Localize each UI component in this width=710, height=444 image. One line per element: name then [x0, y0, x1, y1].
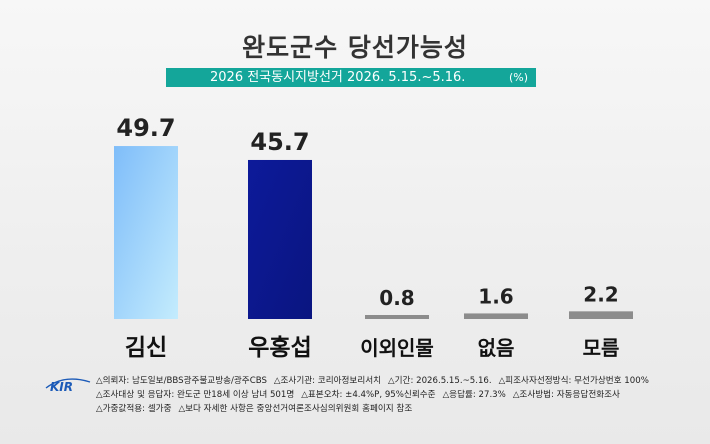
- bar-chart: 49.7 김신 45.7 우홍섭 0.8 이외인물 1.6 없음 2.2 모름: [114, 114, 633, 361]
- note-item: △보다 자세한 사항은 중앙선거여론조사심의위원회 홈페이지 참조: [178, 404, 413, 414]
- bar-이외인물: [365, 315, 429, 319]
- note-item: △의뢰자: 남도일보/BBS광주불교방송/광주CBS: [96, 376, 267, 386]
- note-item: △기간: 2026.5.15.~5.16.: [388, 376, 492, 386]
- category-label: 없음: [478, 336, 515, 360]
- survey-notes: △의뢰자: 남도일보/BBS광주불교방송/광주CBS △조사기관: 코리아정보리서…: [96, 374, 696, 416]
- value-label: 1.6: [478, 284, 513, 308]
- category-label: 모름: [583, 336, 620, 360]
- bar-없음: [464, 313, 528, 319]
- chart-title: 완도군수 당선가능성: [242, 33, 468, 62]
- kir-logo-icon: KIR: [45, 378, 91, 394]
- bars-group: 49.7 김신 45.7 우홍섭 0.8 이외인물 1.6 없음 2.2 모름: [114, 114, 633, 361]
- category-label: 우홍섭: [248, 335, 311, 361]
- unit-label: (%): [508, 71, 528, 84]
- bar-모름: [569, 311, 633, 319]
- footer: KIR △의뢰자: 남도일보/BBS광주불교방송/광주CBS △조사기관: 코리아…: [0, 364, 710, 444]
- note-line: △의뢰자: 남도일보/BBS광주불교방송/광주CBS △조사기관: 코리아정보리서…: [96, 374, 696, 388]
- value-label: 0.8: [379, 286, 414, 310]
- note-line: △가중값적용: 셀가중 △보다 자세한 사항은 중앙선거여론조사심의위원회 홈페이…: [96, 402, 696, 416]
- note-item: △가중값적용: 셀가중: [96, 404, 172, 414]
- value-label: 49.7: [116, 114, 175, 142]
- bar-김신: [114, 146, 178, 319]
- value-label: 45.7: [250, 128, 309, 156]
- note-item: △표본오차: ±4.4%P, 95%신뢰수준: [301, 390, 436, 400]
- bar-우홍섭: [248, 159, 312, 319]
- subtitle-bar: 2026 전국동시지방선거 2026. 5.15.~5.16. (%): [166, 68, 536, 87]
- note-item: △조사기관: 코리아정보리서치: [273, 376, 382, 386]
- note-line: △조사대상 및 응답자: 완도군 만18세 이상 남녀 501명 △표본오차: ±…: [96, 388, 696, 402]
- subtitle-text: 2026 전국동시지방선거 2026. 5.15.~5.16.: [210, 70, 466, 85]
- logo-text: KIR: [50, 380, 73, 394]
- note-item: △조사대상 및 응답자: 완도군 만18세 이상 남녀 501명: [96, 390, 295, 400]
- category-label: 이외인물: [360, 336, 434, 360]
- category-label: 김신: [125, 335, 167, 361]
- note-item: △응답률: 27.3%: [442, 390, 506, 400]
- value-label: 2.2: [583, 282, 618, 306]
- note-item: △피조사자선정방식: 무선가상번호 100%: [498, 376, 649, 386]
- note-item: △조사방법: 자동응답전화조사: [512, 390, 620, 400]
